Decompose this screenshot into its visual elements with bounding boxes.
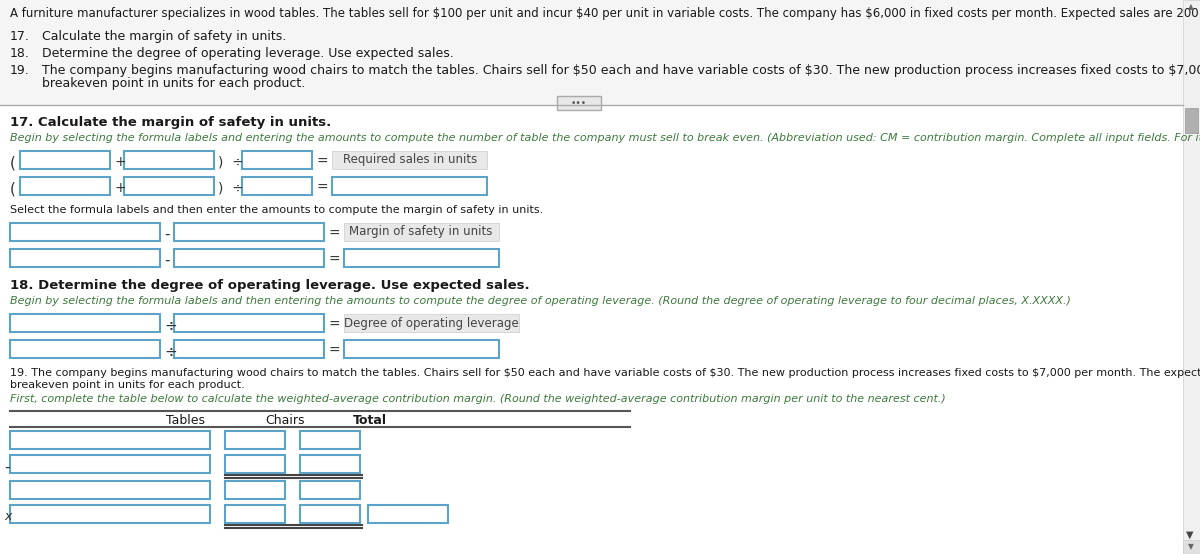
Bar — [344, 249, 499, 267]
Text: Determine the degree of operating leverage. Use expected sales.: Determine the degree of operating levera… — [42, 47, 454, 60]
Bar — [332, 151, 487, 169]
Bar — [174, 340, 324, 358]
Text: The company begins manufacturing wood chairs to match the tables. Chairs sell fo: The company begins manufacturing wood ch… — [42, 64, 1200, 77]
Text: Required sales in units: Required sales in units — [343, 153, 478, 167]
Text: Begin by selecting the formula labels and then entering the amounts to compute t: Begin by selecting the formula labels an… — [10, 296, 1070, 306]
Bar — [10, 249, 160, 267]
Bar — [1183, 0, 1200, 554]
Bar — [300, 455, 360, 473]
Bar — [1183, 540, 1200, 554]
Text: 19. The company begins manufacturing wood chairs to match the tables. Chairs sel: 19. The company begins manufacturing woo… — [10, 368, 1200, 389]
Bar — [344, 314, 520, 332]
Text: Total: Total — [353, 414, 386, 427]
Bar — [226, 455, 286, 473]
Bar — [344, 340, 499, 358]
Text: =: = — [328, 318, 340, 332]
Bar — [174, 249, 324, 267]
Bar — [226, 431, 286, 449]
Text: 17. Calculate the margin of safety in units.: 17. Calculate the margin of safety in un… — [10, 116, 331, 129]
Bar — [300, 505, 360, 523]
Bar — [10, 455, 210, 473]
Text: -: - — [164, 253, 169, 268]
Text: +: + — [114, 155, 126, 169]
Text: )  ÷: ) ÷ — [218, 181, 244, 195]
Text: +: + — [114, 181, 126, 195]
Text: (: ( — [10, 155, 16, 170]
Bar — [226, 481, 286, 499]
Bar — [10, 223, 160, 241]
Bar — [20, 151, 110, 169]
Text: x: x — [4, 510, 11, 523]
Bar — [242, 177, 312, 195]
Text: =: = — [328, 227, 340, 241]
Bar — [0, 0, 1183, 105]
Text: 18.: 18. — [10, 47, 30, 60]
Text: -: - — [164, 227, 169, 242]
Text: ▼: ▼ — [1187, 530, 1194, 540]
Text: 19.: 19. — [10, 64, 30, 77]
Bar — [242, 151, 312, 169]
Text: ▼: ▼ — [1188, 542, 1194, 551]
Bar — [300, 481, 360, 499]
Text: Select the formula labels and then enter the amounts to compute the margin of sa: Select the formula labels and then enter… — [10, 205, 544, 215]
Bar — [174, 314, 324, 332]
Text: 17.: 17. — [10, 30, 30, 43]
Bar — [174, 223, 324, 241]
Text: ÷: ÷ — [164, 344, 176, 359]
Text: Margin of safety in units: Margin of safety in units — [349, 225, 493, 239]
Bar — [368, 505, 448, 523]
Text: (: ( — [10, 181, 16, 196]
Text: )  ÷: ) ÷ — [218, 155, 244, 169]
Text: =: = — [328, 344, 340, 358]
Bar — [0, 105, 1183, 554]
Text: Calculate the margin of safety in units.: Calculate the margin of safety in units. — [42, 30, 287, 43]
Text: Degree of operating leverage: Degree of operating leverage — [343, 316, 518, 330]
Text: =: = — [328, 253, 340, 267]
Bar — [10, 431, 210, 449]
Text: First, complete the table below to calculate the weighted-average contribution m: First, complete the table below to calcu… — [10, 394, 946, 404]
Text: -: - — [4, 460, 10, 475]
Bar — [124, 177, 214, 195]
Text: Tables: Tables — [166, 414, 204, 427]
Bar — [226, 505, 286, 523]
Bar — [344, 223, 499, 241]
Bar — [332, 177, 487, 195]
Text: ÷: ÷ — [164, 318, 176, 333]
Bar — [557, 96, 601, 110]
Bar — [20, 177, 110, 195]
Bar — [10, 505, 210, 523]
Text: =: = — [316, 155, 328, 169]
Bar — [10, 314, 160, 332]
Text: Chairs: Chairs — [265, 414, 305, 427]
Text: =: = — [316, 181, 328, 195]
Bar — [10, 481, 210, 499]
Text: •••: ••• — [571, 99, 587, 108]
Bar — [1186, 108, 1198, 133]
Bar — [124, 151, 214, 169]
Text: Begin by selecting the formula labels and entering the amounts to compute the nu: Begin by selecting the formula labels an… — [10, 133, 1200, 143]
Text: ▲: ▲ — [1188, 2, 1194, 11]
Bar — [300, 431, 360, 449]
Text: 18. Determine the degree of operating leverage. Use expected sales.: 18. Determine the degree of operating le… — [10, 279, 529, 292]
Text: breakeven point in units for each product.: breakeven point in units for each produc… — [42, 77, 305, 90]
Text: A furniture manufacturer specializes in wood tables. The tables sell for $100 pe: A furniture manufacturer specializes in … — [10, 7, 1200, 20]
Bar — [10, 340, 160, 358]
